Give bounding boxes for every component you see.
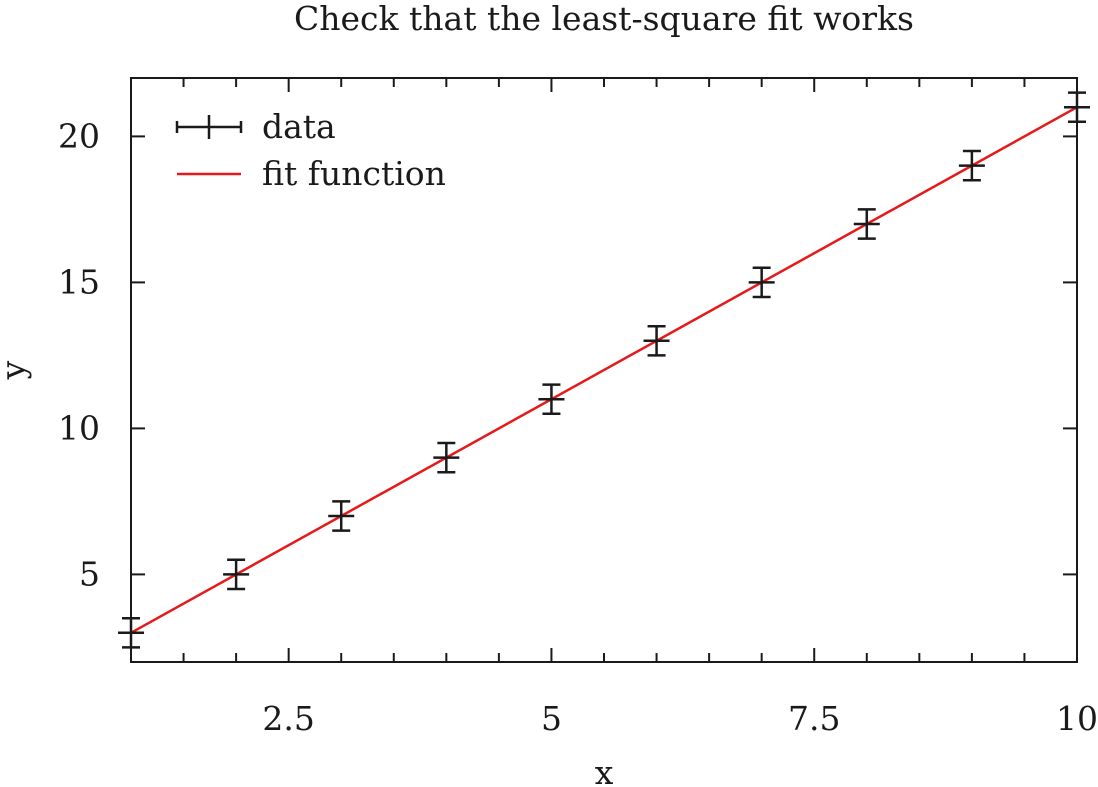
data-point <box>118 616 144 649</box>
y-tick-label: 20 <box>58 116 100 155</box>
x-tick-label: 10 <box>1056 699 1098 738</box>
x-tick-label: 7.5 <box>788 699 840 738</box>
data-point <box>328 500 355 532</box>
data-point <box>748 266 775 299</box>
data-point <box>853 208 880 240</box>
x-axis-tick-labels: 2.5 5 7.5 10 <box>262 699 1098 738</box>
data-point <box>958 149 985 182</box>
y-axis-ticks <box>131 135 1077 576</box>
legend-label-data: data <box>262 107 336 146</box>
data-point <box>433 441 460 474</box>
legend-item-fit-function: fit function <box>177 154 446 193</box>
y-tick-label: 10 <box>58 408 100 447</box>
series-layer <box>118 91 1090 649</box>
x-tick-label: 5 <box>541 699 562 738</box>
y-tick-label: 15 <box>58 262 100 301</box>
y-axis-tick-labels: 5 10 15 20 <box>58 116 100 593</box>
data-point <box>1064 91 1090 124</box>
x-tick-label: 2.5 <box>262 699 314 738</box>
data-point <box>223 558 250 591</box>
x-axis-ticks <box>182 78 1078 662</box>
legend-label-fit-function: fit function <box>262 154 446 193</box>
fit-function-line <box>130 106 1078 634</box>
data-point <box>643 324 670 357</box>
data-point <box>538 383 565 416</box>
x-axis-label: x <box>595 753 614 787</box>
y-tick-label: 5 <box>79 554 100 593</box>
y-axis-label: y <box>0 360 32 380</box>
legend: data fit function <box>175 107 446 193</box>
legend-item-data: data <box>175 107 336 146</box>
chart-title: Check that the least-square fit works <box>294 0 914 38</box>
